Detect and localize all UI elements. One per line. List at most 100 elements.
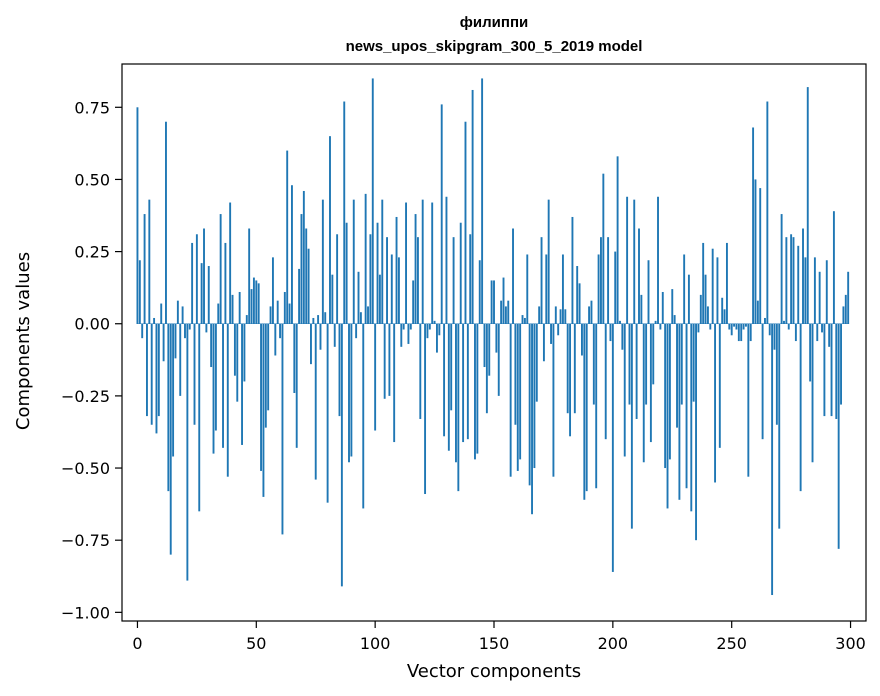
bar	[590, 300, 593, 324]
bar	[609, 323, 612, 342]
bar	[687, 274, 690, 324]
bar	[469, 234, 472, 324]
bar	[165, 121, 167, 324]
bar	[348, 323, 350, 463]
bar	[783, 320, 785, 324]
bar	[602, 173, 605, 324]
chart-title-line-1: филиппи	[460, 14, 528, 31]
bar	[333, 323, 336, 347]
bar	[224, 242, 227, 324]
bar	[661, 291, 664, 324]
bar	[421, 199, 424, 324]
bar	[828, 323, 831, 347]
bar	[614, 251, 617, 324]
y-tick-label: 0.00	[74, 315, 110, 334]
bar	[745, 323, 747, 327]
bar	[685, 323, 688, 489]
bar	[714, 323, 717, 483]
bar	[794, 323, 797, 342]
bar	[262, 323, 265, 497]
bar	[490, 280, 493, 324]
bar	[321, 199, 324, 324]
bar	[169, 323, 172, 555]
bar	[514, 323, 517, 425]
y-axis-ticks: 0.75 0.50 0.25 0.00 −0.25 −0.50 −0.75 −1.00	[61, 98, 122, 622]
bar	[611, 323, 614, 572]
bar	[248, 228, 251, 324]
bar	[516, 323, 519, 471]
bar	[414, 214, 417, 324]
bar	[797, 245, 800, 324]
x-tick-label: 100	[360, 634, 391, 653]
bar	[519, 323, 522, 460]
bar	[645, 323, 648, 405]
bar	[706, 306, 709, 324]
bar	[241, 323, 243, 445]
bar	[431, 202, 434, 324]
bar-series	[136, 78, 850, 596]
bar	[523, 317, 526, 324]
bar	[374, 323, 377, 431]
bar	[336, 234, 339, 324]
bar	[792, 237, 795, 324]
x-tick-label: 250	[716, 634, 747, 653]
bar	[588, 306, 591, 324]
bar	[657, 196, 659, 324]
y-tick-label: −0.25	[61, 387, 110, 406]
bar	[754, 179, 757, 324]
bar	[730, 323, 733, 336]
bar	[578, 283, 581, 324]
bar	[535, 323, 538, 402]
bar	[837, 323, 840, 549]
bar	[307, 248, 310, 324]
bar	[212, 323, 215, 454]
bar	[179, 323, 182, 396]
bar	[146, 323, 148, 417]
bar	[302, 190, 305, 324]
bar	[436, 323, 438, 353]
bar	[559, 309, 562, 324]
bar	[830, 323, 833, 417]
bar	[728, 323, 731, 330]
bar	[740, 323, 743, 342]
bar	[699, 294, 702, 324]
bar	[271, 257, 274, 324]
bar	[269, 306, 272, 324]
bar	[438, 323, 441, 336]
bar	[405, 202, 407, 324]
bar	[821, 323, 823, 333]
x-tick-label: 0	[132, 634, 142, 653]
bar	[153, 317, 156, 324]
bar	[276, 300, 279, 324]
bar	[279, 323, 282, 339]
bar	[338, 323, 341, 417]
bar	[823, 323, 826, 417]
bar	[771, 323, 774, 596]
bar	[200, 263, 203, 324]
bar	[350, 323, 353, 457]
bar	[364, 193, 367, 324]
bar	[167, 323, 170, 492]
bar	[195, 234, 198, 324]
bar	[198, 323, 201, 512]
bar	[412, 280, 415, 324]
bar	[709, 323, 712, 330]
bar	[155, 323, 158, 434]
bar	[286, 150, 289, 324]
bar	[550, 323, 552, 344]
bar	[585, 323, 588, 492]
bar	[604, 323, 607, 440]
bar	[721, 297, 724, 324]
bar	[742, 323, 745, 330]
bar	[478, 260, 481, 324]
bar	[255, 280, 258, 324]
bar	[747, 323, 750, 477]
bar	[847, 271, 850, 324]
bar	[329, 136, 331, 324]
bar	[533, 323, 536, 469]
bar	[811, 323, 814, 463]
bar	[561, 254, 564, 324]
bar	[538, 306, 541, 324]
bar	[780, 214, 783, 324]
bar	[362, 323, 365, 509]
